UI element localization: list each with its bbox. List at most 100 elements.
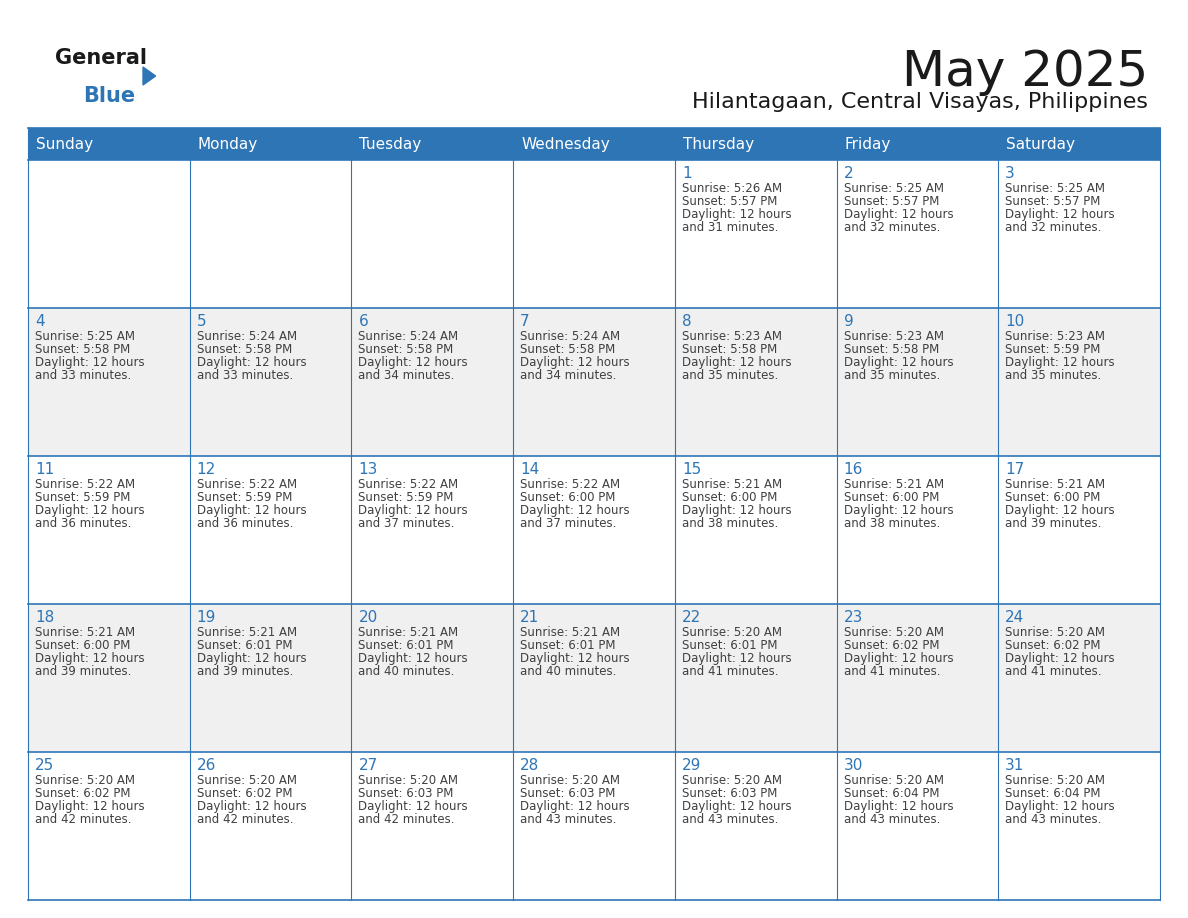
Text: Daylight: 12 hours: Daylight: 12 hours	[682, 208, 791, 221]
Text: Sunset: 5:58 PM: Sunset: 5:58 PM	[359, 343, 454, 356]
Text: 13: 13	[359, 462, 378, 477]
Text: Sunset: 5:57 PM: Sunset: 5:57 PM	[1005, 195, 1100, 208]
Text: Daylight: 12 hours: Daylight: 12 hours	[1005, 356, 1114, 369]
Text: Daylight: 12 hours: Daylight: 12 hours	[359, 356, 468, 369]
Text: 25: 25	[34, 758, 55, 773]
Bar	[29, 308, 1159, 456]
Text: Sunrise: 5:21 AM: Sunrise: 5:21 AM	[1005, 478, 1105, 491]
Text: 2: 2	[843, 166, 853, 181]
Text: Hilantagaan, Central Visayas, Philippines: Hilantagaan, Central Visayas, Philippine…	[691, 92, 1148, 112]
Text: Sunrise: 5:21 AM: Sunrise: 5:21 AM	[34, 626, 135, 639]
Text: Sunrise: 5:20 AM: Sunrise: 5:20 AM	[843, 774, 943, 787]
Text: Daylight: 12 hours: Daylight: 12 hours	[1005, 504, 1114, 517]
Text: and 36 minutes.: and 36 minutes.	[34, 517, 132, 530]
Text: and 35 minutes.: and 35 minutes.	[682, 369, 778, 382]
Text: Sunrise: 5:20 AM: Sunrise: 5:20 AM	[843, 626, 943, 639]
Text: Sunrise: 5:25 AM: Sunrise: 5:25 AM	[1005, 182, 1105, 195]
Text: and 33 minutes.: and 33 minutes.	[197, 369, 293, 382]
Text: Sunset: 5:57 PM: Sunset: 5:57 PM	[843, 195, 939, 208]
Text: 23: 23	[843, 610, 862, 625]
Bar	[29, 456, 1159, 604]
Text: Daylight: 12 hours: Daylight: 12 hours	[34, 652, 145, 665]
Text: Sunset: 6:00 PM: Sunset: 6:00 PM	[682, 491, 777, 504]
Text: Sunrise: 5:20 AM: Sunrise: 5:20 AM	[34, 774, 135, 787]
Text: Sunset: 5:59 PM: Sunset: 5:59 PM	[1005, 343, 1100, 356]
Text: and 38 minutes.: and 38 minutes.	[682, 517, 778, 530]
Text: 27: 27	[359, 758, 378, 773]
Text: 28: 28	[520, 758, 539, 773]
Text: Sunrise: 5:23 AM: Sunrise: 5:23 AM	[682, 330, 782, 343]
Text: and 38 minutes.: and 38 minutes.	[843, 517, 940, 530]
Text: Daylight: 12 hours: Daylight: 12 hours	[1005, 800, 1114, 813]
Text: Sunrise: 5:20 AM: Sunrise: 5:20 AM	[682, 626, 782, 639]
Text: and 31 minutes.: and 31 minutes.	[682, 221, 778, 234]
Text: Sunset: 6:01 PM: Sunset: 6:01 PM	[197, 639, 292, 652]
Text: Daylight: 12 hours: Daylight: 12 hours	[520, 652, 630, 665]
Text: 14: 14	[520, 462, 539, 477]
Text: and 43 minutes.: and 43 minutes.	[1005, 813, 1101, 826]
Text: Sunrise: 5:24 AM: Sunrise: 5:24 AM	[359, 330, 459, 343]
Text: Daylight: 12 hours: Daylight: 12 hours	[359, 800, 468, 813]
Text: and 32 minutes.: and 32 minutes.	[843, 221, 940, 234]
Text: Daylight: 12 hours: Daylight: 12 hours	[843, 208, 953, 221]
Text: Sunset: 6:02 PM: Sunset: 6:02 PM	[843, 639, 939, 652]
Text: Sunset: 6:02 PM: Sunset: 6:02 PM	[1005, 639, 1101, 652]
Text: Daylight: 12 hours: Daylight: 12 hours	[197, 800, 307, 813]
Text: Sunset: 5:59 PM: Sunset: 5:59 PM	[34, 491, 131, 504]
Text: 22: 22	[682, 610, 701, 625]
Text: and 33 minutes.: and 33 minutes.	[34, 369, 131, 382]
Bar	[29, 604, 1159, 752]
Text: Sunrise: 5:23 AM: Sunrise: 5:23 AM	[1005, 330, 1105, 343]
Text: Daylight: 12 hours: Daylight: 12 hours	[359, 652, 468, 665]
Text: Sunset: 6:01 PM: Sunset: 6:01 PM	[520, 639, 615, 652]
Text: 20: 20	[359, 610, 378, 625]
Text: Sunrise: 5:21 AM: Sunrise: 5:21 AM	[682, 478, 782, 491]
Text: Saturday: Saturday	[1006, 137, 1075, 151]
Text: Sunset: 6:04 PM: Sunset: 6:04 PM	[843, 787, 939, 800]
Text: Daylight: 12 hours: Daylight: 12 hours	[34, 356, 145, 369]
Text: Daylight: 12 hours: Daylight: 12 hours	[843, 504, 953, 517]
Text: Sunrise: 5:20 AM: Sunrise: 5:20 AM	[359, 774, 459, 787]
Text: 17: 17	[1005, 462, 1024, 477]
Text: and 34 minutes.: and 34 minutes.	[520, 369, 617, 382]
Text: Sunrise: 5:20 AM: Sunrise: 5:20 AM	[1005, 774, 1105, 787]
Text: Daylight: 12 hours: Daylight: 12 hours	[520, 800, 630, 813]
Text: Sunday: Sunday	[36, 137, 93, 151]
Text: Sunrise: 5:25 AM: Sunrise: 5:25 AM	[34, 330, 135, 343]
Text: and 39 minutes.: and 39 minutes.	[34, 665, 132, 678]
Text: and 43 minutes.: and 43 minutes.	[520, 813, 617, 826]
Text: Sunrise: 5:20 AM: Sunrise: 5:20 AM	[520, 774, 620, 787]
Text: 8: 8	[682, 314, 691, 329]
Text: and 41 minutes.: and 41 minutes.	[682, 665, 778, 678]
Text: Daylight: 12 hours: Daylight: 12 hours	[843, 652, 953, 665]
Text: and 34 minutes.: and 34 minutes.	[359, 369, 455, 382]
Text: 6: 6	[359, 314, 368, 329]
Text: Sunrise: 5:25 AM: Sunrise: 5:25 AM	[843, 182, 943, 195]
Text: and 35 minutes.: and 35 minutes.	[843, 369, 940, 382]
Text: Sunset: 6:03 PM: Sunset: 6:03 PM	[520, 787, 615, 800]
Text: and 36 minutes.: and 36 minutes.	[197, 517, 293, 530]
Text: Daylight: 12 hours: Daylight: 12 hours	[1005, 208, 1114, 221]
Text: Wednesday: Wednesday	[522, 137, 609, 151]
Text: and 35 minutes.: and 35 minutes.	[1005, 369, 1101, 382]
Text: Sunrise: 5:22 AM: Sunrise: 5:22 AM	[359, 478, 459, 491]
Text: and 42 minutes.: and 42 minutes.	[197, 813, 293, 826]
Text: 26: 26	[197, 758, 216, 773]
Text: Sunset: 5:58 PM: Sunset: 5:58 PM	[520, 343, 615, 356]
Text: Daylight: 12 hours: Daylight: 12 hours	[843, 356, 953, 369]
Text: Sunset: 6:03 PM: Sunset: 6:03 PM	[359, 787, 454, 800]
Text: Daylight: 12 hours: Daylight: 12 hours	[682, 800, 791, 813]
Text: Daylight: 12 hours: Daylight: 12 hours	[843, 800, 953, 813]
Text: and 43 minutes.: and 43 minutes.	[843, 813, 940, 826]
Text: 30: 30	[843, 758, 862, 773]
Text: Sunrise: 5:21 AM: Sunrise: 5:21 AM	[520, 626, 620, 639]
Text: and 43 minutes.: and 43 minutes.	[682, 813, 778, 826]
Text: May 2025: May 2025	[902, 48, 1148, 96]
Text: Sunset: 5:58 PM: Sunset: 5:58 PM	[34, 343, 131, 356]
Text: Daylight: 12 hours: Daylight: 12 hours	[34, 504, 145, 517]
Text: Sunset: 6:00 PM: Sunset: 6:00 PM	[843, 491, 939, 504]
Text: 7: 7	[520, 314, 530, 329]
Text: 24: 24	[1005, 610, 1024, 625]
Text: 15: 15	[682, 462, 701, 477]
Text: Tuesday: Tuesday	[360, 137, 422, 151]
